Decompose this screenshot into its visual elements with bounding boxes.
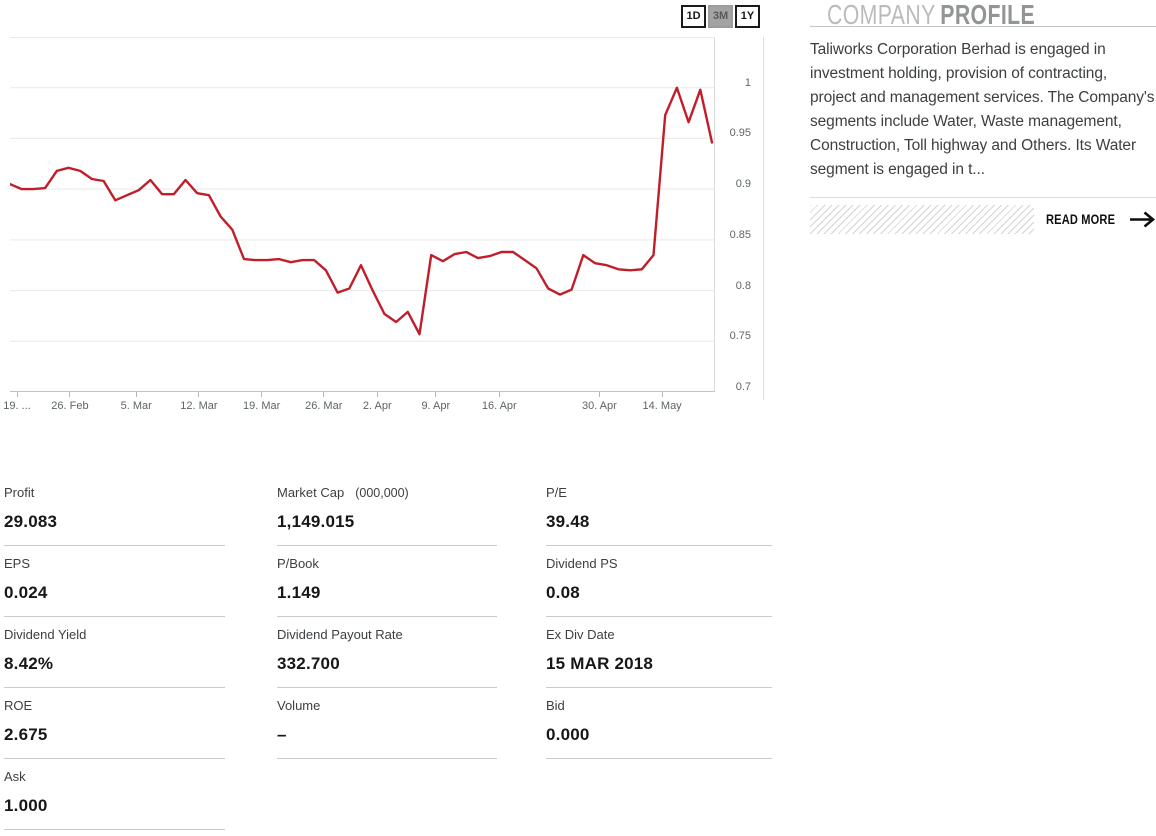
read-more-arrow-button[interactable] [1130, 211, 1156, 228]
x-axis-labels: 19. ... 26. Feb 5. Mar 12. Mar 19. Mar 26. Ma… [3, 392, 715, 422]
stat-label: P/E [546, 485, 567, 500]
stat-label: Ask [4, 769, 26, 784]
stat-cell-ask: Ask 1.000 [4, 767, 225, 830]
stat-label: EPS [4, 556, 31, 571]
x-axis-tick-label: 26. Mar [305, 400, 343, 412]
stat-label: Dividend Payout Rate [277, 627, 403, 642]
price-series-line [10, 86, 714, 336]
stat-cell-profit: Profit 29.083 [4, 483, 225, 546]
stat-value: 1.149 [277, 583, 321, 602]
y-axis-labels: 1 0.95 0.9 0.85 0.8 0.75 0.7 [715, 37, 753, 399]
stat-cell-p-book: P/Book 1.149 [277, 554, 497, 617]
x-axis-tick-label: 9. Apr [421, 400, 451, 412]
profile-title-light: COMPANY [827, 0, 936, 30]
stat-label: P/Book [277, 556, 319, 571]
stat-cell-roe: ROE 2.675 [4, 696, 225, 759]
x-axis-tick-label: 16. Apr [481, 400, 517, 412]
stat-value: – [277, 725, 287, 744]
stat-value: 0.000 [546, 725, 590, 744]
x-axis-tick [198, 392, 200, 397]
x-axis-tick-label: 19. ... [3, 400, 31, 412]
stat-value: 8.42% [4, 654, 54, 673]
stat-cell-ex-div-date: Ex Div Date 15 MAR 2018 [546, 625, 772, 688]
range-button-3m[interactable]: 3M [708, 5, 733, 28]
x-axis-tick [323, 392, 325, 397]
company-profile-title: COMPANY PROFILE [827, 0, 1036, 30]
stat-label: Dividend Yield [4, 627, 87, 642]
stat-value: 39.48 [546, 512, 590, 531]
stat-value: 332.700 [277, 654, 340, 673]
stat-label: Dividend PS [546, 556, 618, 571]
arrow-right-icon [1130, 211, 1156, 228]
y-axis-tick-label: 0.7 [735, 381, 751, 393]
profile-title-bold: PROFILE [940, 0, 1036, 30]
price-line-chart-svg [10, 37, 715, 392]
y-axis-tick-label: 0.95 [729, 127, 751, 140]
x-axis-tick-label: 26. Feb [51, 400, 89, 412]
stat-label: Market Cap (000,000) [277, 485, 409, 500]
stat-cell-dividend-payout-rate: Dividend Payout Rate 332.700 [277, 625, 497, 688]
range-button-1y[interactable]: 1Y [735, 5, 760, 28]
y-axis-tick-label: 0.85 [729, 228, 751, 241]
profile-divider [810, 197, 1156, 198]
company-profile-header: COMPANY PROFILE [810, 0, 1156, 30]
stat-label: Profit [4, 485, 35, 500]
x-axis-tick [376, 392, 378, 397]
stat-value: 1,149.015 [277, 512, 355, 531]
vertical-divider [763, 37, 764, 400]
y-axis-tick-label: 0.8 [735, 279, 751, 292]
company-profile-panel: COMPANY PROFILE Taliworks Corporation Ber… [808, 0, 1156, 250]
y-axis-tick-label: 0.75 [729, 330, 751, 343]
read-more-row: READ MORE [810, 205, 1156, 234]
x-axis-tick-label: 5. Mar [120, 400, 152, 412]
range-button-1d[interactable]: 1D [681, 5, 706, 28]
x-axis-tick [16, 392, 18, 397]
x-axis-tick-label: 12. Mar [180, 400, 218, 412]
x-axis-tick [498, 392, 500, 397]
x-axis-tick [69, 392, 71, 397]
x-axis-tick-label: 19. Mar [243, 400, 281, 412]
stat-cell-market-cap: Market Cap (000,000) 1,149.015 [277, 483, 497, 546]
read-more-link[interactable]: READ MORE [1045, 212, 1115, 227]
y-axis-tick-label: 1 [744, 76, 751, 89]
x-axis-tick-label: 30. Apr [581, 400, 617, 412]
stat-cell-volume: Volume – [277, 696, 497, 759]
stat-value: 2.675 [4, 725, 48, 744]
stat-label: Bid [546, 698, 565, 713]
x-axis-tick-label: 2. Apr [362, 400, 392, 412]
stat-cell-bid: Bid 0.000 [546, 696, 772, 759]
x-axis-tick [261, 392, 263, 397]
x-axis-tick-label: 14. May [642, 400, 682, 412]
hatch-decoration [810, 205, 1034, 234]
x-axis-tick [435, 392, 437, 397]
x-axis-tick [598, 392, 600, 397]
stat-value: 29.083 [4, 512, 58, 531]
stat-label: ROE [4, 698, 33, 713]
stat-value: 0.024 [4, 583, 48, 602]
x-axis-tick [661, 392, 663, 397]
stat-label: Ex Div Date [546, 627, 615, 642]
price-line-chart[interactable] [10, 37, 715, 392]
stat-cell-dividend-yield: Dividend Yield 8.42% [4, 625, 225, 688]
stat-cell-dividend-ps: Dividend PS 0.08 [546, 554, 772, 617]
stat-label: Volume [277, 698, 321, 713]
stat-cell-eps: EPS 0.024 [4, 554, 225, 617]
stat-value: 1.000 [4, 796, 48, 815]
stat-value: 0.08 [546, 583, 580, 602]
y-axis-tick-label: 0.9 [735, 178, 751, 191]
chart-range-switcher: 1D 3M 1Y [681, 5, 760, 28]
stat-value: 15 MAR 2018 [546, 654, 654, 673]
x-axis-tick [135, 392, 137, 397]
company-description: Taliworks Corporation Berhad is engaged … [810, 41, 1155, 178]
stat-cell-pe: P/E 39.48 [546, 483, 772, 546]
